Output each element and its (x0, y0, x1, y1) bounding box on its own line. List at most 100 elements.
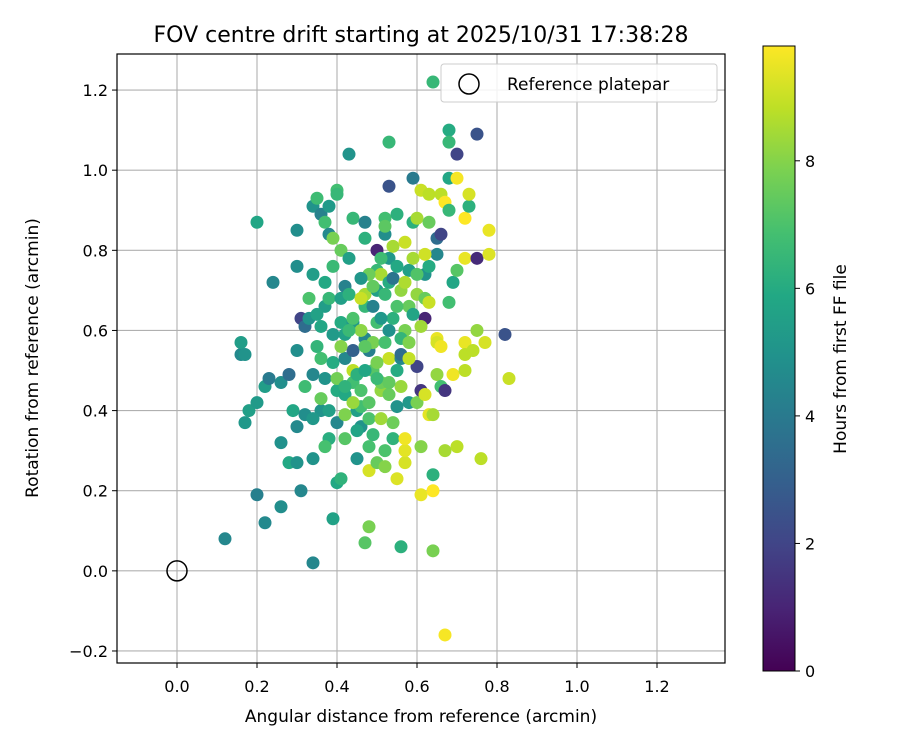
data-point (306, 452, 320, 466)
x-axis-label: Angular distance from reference (arcmin) (245, 707, 597, 727)
data-point (342, 323, 356, 337)
data-point (390, 364, 404, 378)
data-point (406, 171, 420, 185)
data-point (306, 368, 320, 382)
data-point (354, 291, 368, 305)
data-point (442, 135, 456, 149)
y-tick-label: 0.2 (83, 482, 108, 501)
data-point (302, 291, 316, 305)
data-point (442, 203, 456, 217)
data-point (310, 191, 324, 205)
data-point (382, 179, 396, 193)
data-point (342, 147, 356, 161)
data-point (470, 251, 484, 265)
data-point (390, 472, 404, 486)
legend: Reference platepar (440, 63, 718, 103)
data-point (358, 231, 372, 245)
data-point (430, 247, 444, 261)
data-point (422, 187, 436, 201)
data-point (290, 456, 304, 470)
legend-label: Reference platepar (507, 75, 669, 95)
data-point (402, 335, 416, 349)
data-point (394, 540, 408, 554)
data-point (390, 259, 404, 273)
data-point (290, 420, 304, 434)
chart-title: FOV centre drift starting at 2025/10/31 … (154, 23, 689, 48)
x-tick-label: 0.4 (324, 677, 349, 696)
data-point (462, 187, 476, 201)
data-point (242, 404, 256, 418)
data-point (274, 500, 288, 514)
colorbar-tick-label: 8 (805, 152, 815, 171)
data-point (362, 520, 376, 534)
data-point (330, 416, 344, 430)
data-point (362, 396, 376, 410)
data-point (334, 472, 348, 486)
data-point (434, 339, 448, 353)
data-point (286, 404, 300, 418)
data-point (398, 456, 412, 470)
data-point (438, 384, 452, 398)
data-point (354, 384, 368, 398)
data-point (386, 432, 400, 446)
data-point (314, 319, 328, 333)
data-point (462, 199, 476, 213)
data-points (218, 75, 516, 642)
data-point (398, 235, 412, 249)
data-point (450, 263, 464, 277)
data-point (358, 215, 372, 229)
data-point (410, 267, 424, 281)
data-point (218, 532, 232, 546)
data-point (458, 211, 472, 225)
data-point (426, 484, 440, 498)
data-point (314, 352, 328, 365)
data-point (450, 147, 464, 161)
data-point (294, 484, 308, 498)
data-point (362, 440, 376, 454)
data-point (458, 251, 472, 265)
data-point (346, 396, 360, 410)
data-point (250, 215, 264, 229)
data-point (350, 424, 364, 438)
data-point (258, 516, 272, 530)
colorbar-tick-label: 2 (805, 534, 815, 553)
data-point (318, 440, 332, 454)
data-point (382, 376, 396, 390)
data-point (482, 247, 496, 261)
data-point (410, 360, 424, 374)
data-point (502, 372, 516, 386)
data-point (426, 408, 440, 422)
data-point (498, 327, 512, 341)
y-tick-label: 0.6 (83, 321, 108, 340)
x-tick-label: 0.0 (164, 677, 189, 696)
data-point (274, 376, 288, 390)
y-tick-label: 1.0 (83, 161, 108, 180)
data-point (370, 356, 384, 370)
data-point (334, 339, 348, 353)
y-axis-ticks: −0.2 0.0 0.2 0.4 0.6 0.8 1.0 1.2 (69, 81, 117, 661)
data-point (442, 123, 456, 137)
data-point (342, 287, 356, 301)
data-point (422, 215, 436, 229)
data-point (326, 356, 340, 370)
data-point (366, 299, 380, 313)
data-point (334, 315, 348, 329)
data-point (238, 347, 252, 361)
data-point (418, 247, 432, 261)
data-point (346, 211, 360, 225)
x-tick-label: 0.8 (484, 677, 509, 696)
data-point (402, 352, 416, 365)
data-point (378, 219, 392, 233)
data-point (386, 271, 400, 285)
legend-box (440, 63, 718, 103)
data-point (474, 452, 488, 466)
data-point (322, 199, 336, 213)
data-point (414, 319, 428, 333)
data-point (330, 372, 344, 386)
data-point (366, 428, 380, 442)
data-point (322, 291, 336, 305)
data-point (466, 343, 480, 357)
data-point (390, 207, 404, 221)
data-point (366, 279, 380, 293)
